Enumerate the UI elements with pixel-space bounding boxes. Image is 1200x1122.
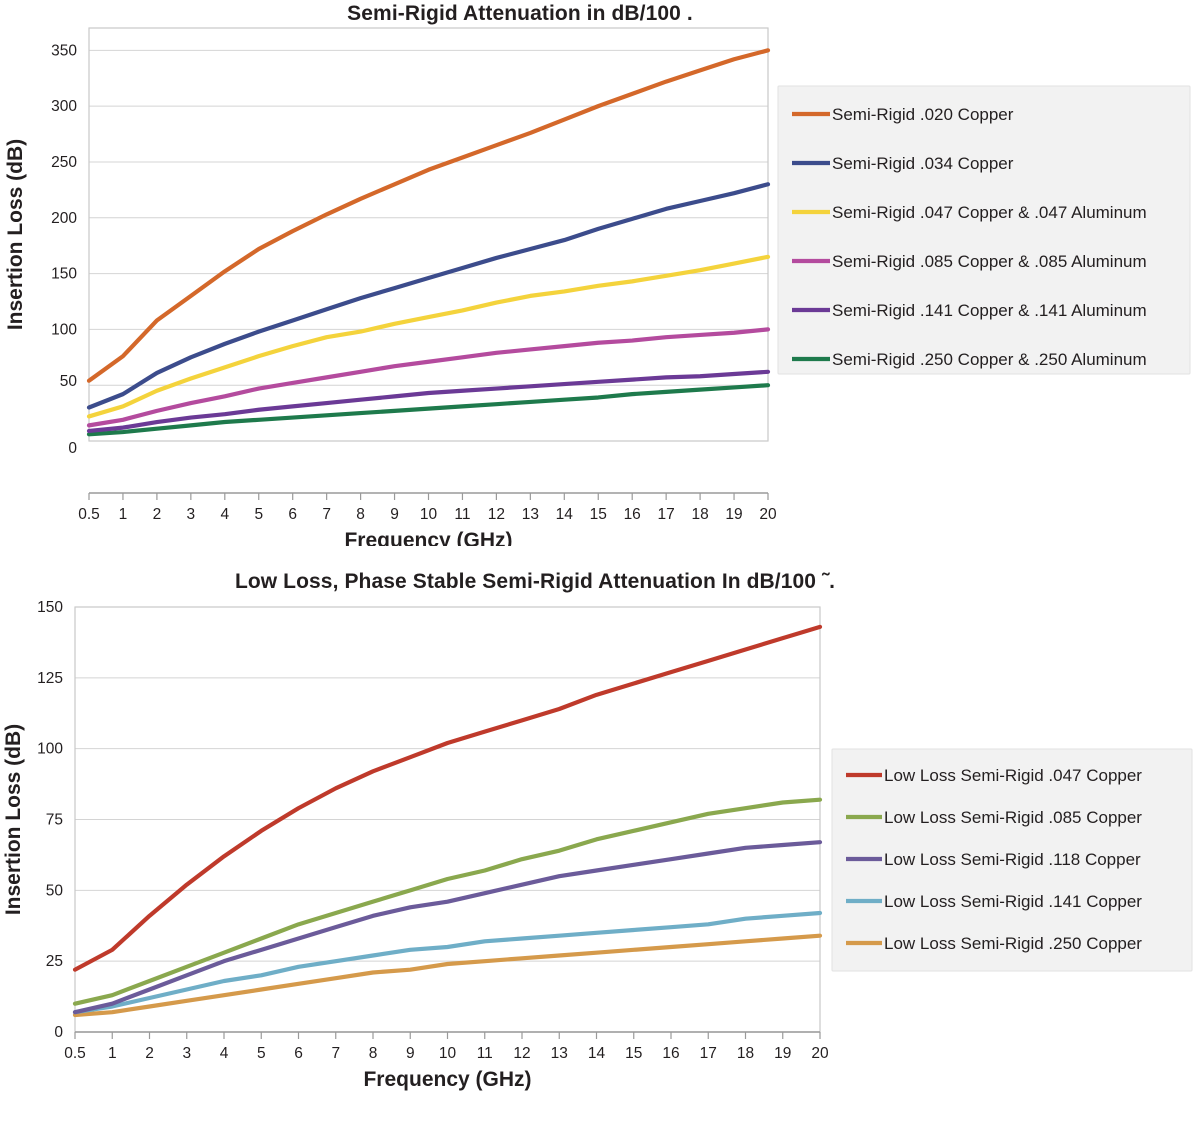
x-tick-label: 18 [737,1045,754,1062]
x-tick-label: 3 [182,1045,191,1062]
x-tick-label: 10 [420,506,438,523]
chart1-title: Semi-Rigid Attenuation in dB/100 . [347,2,693,25]
legend-item-label[interactable]: Semi-Rigid .047 Copper & .047 Aluminum [832,203,1147,222]
semi-rigid-attenuation-chart-block: Semi-Rigid Attenuation in dB/100 . 0 50 10… [0,0,1200,560]
x-tick-label: 17 [700,1045,717,1062]
y-tick-label: 100 [37,741,63,758]
series-line [72,840,823,1015]
y-tick-label: 150 [37,599,63,616]
x-tick-label: 5 [257,1045,266,1062]
y-tick-label: 0 [68,440,77,457]
x-tick-label: 19 [774,1045,791,1062]
series-line [86,327,771,428]
series-line [86,182,771,410]
legend-item-label[interactable]: Low Loss Semi-Rigid .141 Copper [884,892,1142,911]
x-tick-label: 16 [624,506,641,523]
x-tick-label: 8 [369,1045,378,1062]
x-tick-label: 7 [331,1045,340,1062]
x-tick-label: 20 [811,1045,829,1062]
x-tick-label: 1 [119,506,128,523]
x-tick-label: 12 [513,1045,530,1062]
legend-item-label[interactable]: Low Loss Semi-Rigid .085 Copper [884,808,1142,827]
x-tick-label: 4 [220,506,229,523]
y-tick-label: 50 [46,882,64,899]
y-tick-label: 25 [46,953,63,970]
legend-item-label[interactable]: Semi-Rigid .250 Copper & .250 Aluminum [832,350,1147,369]
x-tick-label: 16 [662,1045,679,1062]
x-tick-label: 3 [187,506,196,523]
y-axis-label: Insertion Loss (dB) [4,139,27,330]
x-tick-label: 7 [322,506,331,523]
x-tick-label: 0.5 [78,506,100,523]
chart2-title: Low Loss, Phase Stable Semi-Rigid Attenu… [234,570,836,593]
legend-item-label[interactable]: Semi-Rigid .020 Copper [832,105,1014,124]
x-tick-label: 12 [488,506,505,523]
x-tick-label: 13 [551,1045,568,1062]
x-axis-label: Frequency (GHz) [344,529,512,546]
legend-panel [831,748,1193,972]
legend-item-label[interactable]: Semi-Rigid .034 Copper [832,154,1014,173]
y-tick-label: 250 [51,154,77,171]
x-tick-label: 6 [288,506,297,523]
series-line [72,910,823,1015]
legend-item-label[interactable]: Semi-Rigid .085 Copper & .085 Aluminum [832,252,1147,271]
x-tick-label: 20 [759,506,777,523]
y-tick-label: 75 [46,812,63,829]
x-tick-label: 6 [294,1045,303,1062]
y-tick-label: 0 [54,1024,63,1041]
y-tick-label: 300 [51,98,77,115]
x-tick-label: 2 [145,1045,154,1062]
x-tick-label: 15 [590,506,607,523]
low-loss-attenuation-chart-block: Low Loss, Phase Stable Semi-Rigid Attenu… [0,560,1200,1122]
series-line [86,254,771,419]
x-tick-label: 18 [691,506,708,523]
legend-item-label[interactable]: Semi-Rigid .141 Copper & .141 Aluminum [832,301,1147,320]
x-tick-label: 14 [556,506,574,523]
x-tick-label: 0.5 [64,1045,86,1062]
y-tick-label: 200 [51,210,77,227]
y-axis-label: Insertion Loss (dB) [2,724,25,915]
series-group [86,48,771,437]
x-tick-label: 14 [588,1045,606,1062]
x-tick-label: 11 [454,506,470,523]
series-line [86,48,771,383]
series-group [72,624,823,1018]
y-tick-label: 100 [51,321,77,338]
series-line [72,624,823,972]
legend-item-label[interactable]: Low Loss Semi-Rigid .250 Copper [884,934,1142,953]
x-tick-label: 9 [406,1045,415,1062]
x-tick-label: 15 [625,1045,642,1062]
x-tick-label: 17 [658,506,675,523]
x-axis-label: Frequency (GHz) [363,1068,531,1091]
legend-item-label[interactable]: Low Loss Semi-Rigid .118 Copper [884,850,1141,869]
x-tick-label: 8 [356,506,365,523]
series-line [72,797,823,1006]
x-tick-label: 19 [725,506,742,523]
y-tick-label: 150 [51,266,77,283]
y-tick-label: 50 [60,373,78,390]
y-tick-label: 125 [37,670,63,687]
legend-item-label[interactable]: Low Loss Semi-Rigid .047 Copper [884,766,1142,785]
x-tick-label: 1 [108,1045,117,1062]
x-tick-label: 10 [439,1045,457,1062]
x-tick-label: 4 [220,1045,229,1062]
x-tick-label: 11 [477,1045,493,1062]
series-line [86,369,771,434]
series-line [86,383,771,437]
x-tick-label: 13 [522,506,539,523]
series-line [72,933,823,1018]
legend-panel [777,85,1191,375]
chart1-svg: 0 50 100 150 200 250 300 350 Insertion Loss (dB)… [4,27,1191,546]
x-tick-label: 9 [390,506,399,523]
y-tick-label: 350 [51,42,77,59]
x-tick-label: 5 [254,506,263,523]
x-tick-label: 2 [153,506,162,523]
